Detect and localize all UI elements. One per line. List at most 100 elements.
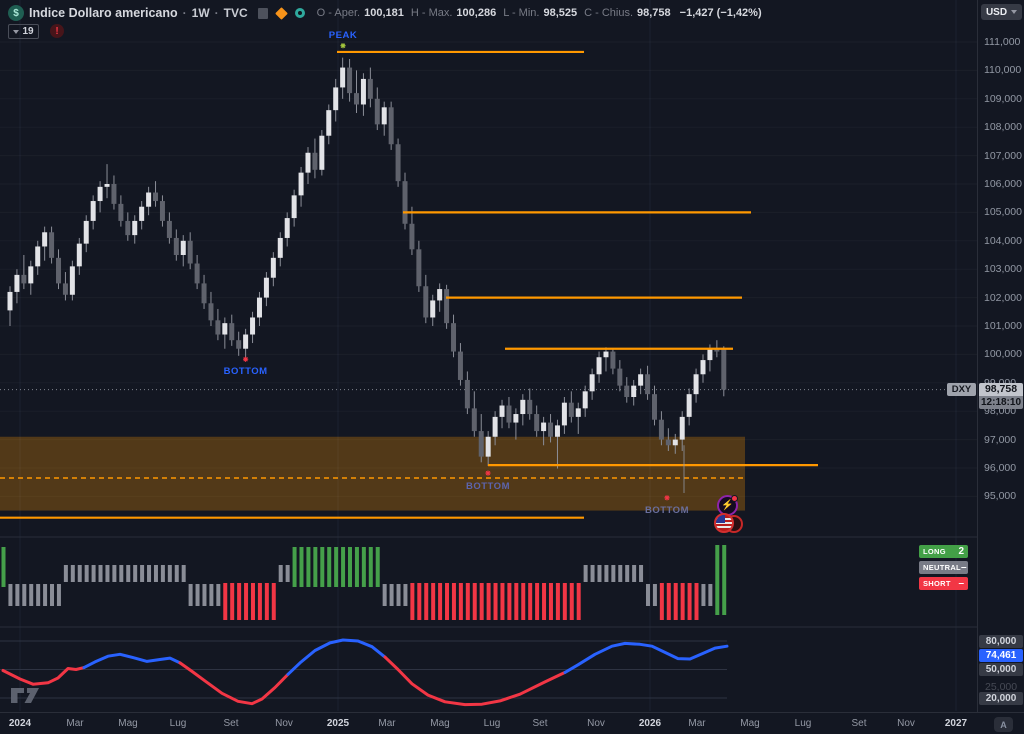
last-price-tag: 98,758 12:18:10	[979, 383, 1023, 409]
candle-body	[548, 422, 554, 437]
candle-body	[541, 422, 547, 432]
candle-body	[56, 257, 62, 284]
oscillator-segment-down	[383, 655, 567, 707]
oscillator-axis-label: 25,000	[985, 681, 1018, 693]
candle-body	[582, 391, 588, 409]
signal-bar-neutral_low	[645, 584, 650, 606]
timeframe-label[interactable]: 1W	[191, 6, 210, 20]
signal-bar-neutral_high	[639, 565, 644, 582]
signal-bar-neutral_high	[77, 565, 82, 582]
horizontal-rays[interactable]	[0, 50, 818, 519]
signal-bar-neutral_high	[84, 565, 89, 582]
price-axis-label: 97,000	[984, 433, 1017, 446]
candle-body	[672, 439, 678, 446]
candle-body	[291, 195, 297, 219]
candle-body	[347, 67, 353, 94]
signal-bar-short	[424, 583, 429, 620]
oscillator-level-tag: 20,000	[979, 691, 1023, 705]
candle-body	[374, 98, 380, 125]
candle-body	[568, 402, 574, 417]
dot-indicator-icon	[294, 8, 305, 18]
candle-body	[201, 283, 207, 304]
candlestick-series[interactable]	[7, 57, 727, 469]
candle-body	[277, 237, 283, 258]
price-axis-label: 95,000	[984, 490, 1017, 503]
signal-bar-neutral_high	[126, 565, 131, 582]
candle-body	[354, 93, 359, 105]
candle-body	[125, 220, 131, 236]
price-axis[interactable]: 111,000 110,000 109,000 108,000 107,000 106,0…	[978, 0, 1024, 712]
signal-bar-short	[465, 583, 470, 620]
candle-body	[62, 283, 68, 295]
candle-body	[83, 220, 89, 244]
signal-bar-neutral_high	[590, 565, 595, 582]
candle-body	[617, 368, 623, 386]
signal-bar-short	[666, 583, 671, 620]
price-axis-label: 96,000	[984, 462, 1017, 474]
signal-bar-neutral_low	[43, 584, 48, 606]
auto-scale-button[interactable]: A	[994, 717, 1013, 732]
signal-badge-value: –	[960, 562, 967, 573]
candle-body	[561, 402, 567, 426]
signal-bar-neutral_high	[70, 565, 75, 582]
exchange-label[interactable]: TVC	[223, 6, 248, 20]
candle-body	[700, 360, 706, 375]
signal-bar-short	[445, 583, 450, 620]
candle-body	[437, 289, 443, 301]
candle-body	[118, 203, 124, 221]
ohlc-value: 98,758	[637, 7, 671, 19]
peak-label: PEAK	[329, 30, 357, 41]
signal-bar-neutral_low	[22, 584, 27, 606]
candle-body	[645, 374, 651, 395]
signal-bar-short	[694, 583, 699, 620]
signal-bar-neutral_high	[119, 565, 124, 582]
tradingview-watermark-icon	[11, 688, 39, 703]
signal-badge-value: –	[958, 578, 964, 589]
chart-canvas[interactable]: PEAK BOTTOM BOTTOM BOTTOM	[0, 0, 978, 712]
candle-body	[222, 323, 228, 335]
signal-bar-short	[451, 583, 456, 620]
signal-bar-neutral_low	[216, 584, 221, 606]
alert-icon[interactable]: !	[50, 24, 64, 38]
candle-body	[603, 351, 609, 358]
time-axis-label: Lug	[169, 718, 187, 729]
supply-zone[interactable]	[0, 436, 745, 511]
signal-bar-long	[375, 547, 380, 587]
candle-body	[208, 303, 214, 321]
signal-bar-long	[348, 547, 352, 587]
change-value: −1,427 (−1,42%)	[679, 7, 762, 19]
signal-bar-neutral_low	[29, 584, 34, 606]
candle-body	[416, 249, 422, 287]
signal-bar-short	[472, 583, 477, 620]
chevron-down-icon	[13, 29, 20, 34]
symbol-title[interactable]: Indice Dollaro americano	[29, 6, 178, 20]
bars-count-label: 19	[22, 26, 34, 37]
bars-count-button[interactable]: 19	[8, 24, 39, 39]
candle-body	[381, 107, 387, 125]
bottom-label: BOTTOM	[466, 481, 510, 492]
signal-bars[interactable]	[1, 545, 727, 620]
time-axis-label: Mar	[378, 718, 396, 729]
candle-body	[256, 297, 262, 318]
diamond-indicator-icon	[274, 6, 288, 20]
signal-bar-neutral_high	[285, 565, 290, 582]
separator-dot: ·	[182, 6, 187, 20]
time-axis[interactable]: A 2024 Mar Mag Lug Set Nov 2025 Mar Mag Lug Set Nov…	[0, 712, 1024, 734]
signal-bar-short	[244, 583, 249, 620]
oscillator-line[interactable]	[1, 638, 729, 707]
signal-bar-long	[306, 547, 311, 587]
signal-bar-short	[514, 583, 519, 620]
idea-flag-badge[interactable]	[714, 513, 743, 534]
candle-body	[360, 78, 366, 105]
signal-badge-label: SHORT	[923, 579, 951, 588]
symbol-legend[interactable]: $ Indice Dollaro americano · 1W · TVC O …	[8, 5, 762, 21]
candle-body	[312, 152, 318, 170]
signal-bar-neutral_high	[167, 565, 172, 582]
signal-bar-neutral_low	[396, 584, 401, 606]
time-axis-label: Mag	[430, 718, 450, 729]
ohlc-value: 100,286	[456, 7, 497, 19]
currency-button[interactable]: USD	[981, 4, 1022, 20]
candle-body	[430, 300, 436, 318]
candle-body	[638, 374, 644, 386]
signal-bar-short	[264, 583, 269, 620]
